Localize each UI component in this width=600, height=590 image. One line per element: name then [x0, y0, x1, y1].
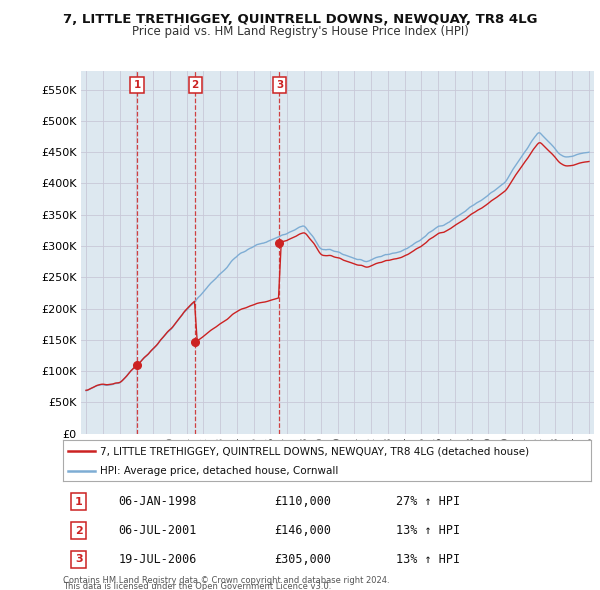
- Text: 1: 1: [133, 80, 140, 90]
- Text: £305,000: £305,000: [274, 553, 331, 566]
- Text: 13% ↑ HPI: 13% ↑ HPI: [395, 553, 460, 566]
- Text: 3: 3: [75, 555, 83, 564]
- Text: 27% ↑ HPI: 27% ↑ HPI: [395, 496, 460, 509]
- Text: £146,000: £146,000: [274, 524, 331, 537]
- Text: 19-JUL-2006: 19-JUL-2006: [118, 553, 197, 566]
- Text: £110,000: £110,000: [274, 496, 331, 509]
- Text: 7, LITTLE TRETHIGGEY, QUINTRELL DOWNS, NEWQUAY, TR8 4LG: 7, LITTLE TRETHIGGEY, QUINTRELL DOWNS, N…: [63, 13, 537, 26]
- Text: HPI: Average price, detached house, Cornwall: HPI: Average price, detached house, Corn…: [100, 466, 338, 476]
- Text: 7, LITTLE TRETHIGGEY, QUINTRELL DOWNS, NEWQUAY, TR8 4LG (detached house): 7, LITTLE TRETHIGGEY, QUINTRELL DOWNS, N…: [100, 446, 529, 456]
- Text: 3: 3: [276, 80, 283, 90]
- Text: 1: 1: [75, 497, 83, 507]
- Text: Contains HM Land Registry data © Crown copyright and database right 2024.: Contains HM Land Registry data © Crown c…: [63, 576, 389, 585]
- Text: 06-JAN-1998: 06-JAN-1998: [118, 496, 197, 509]
- Text: 13% ↑ HPI: 13% ↑ HPI: [395, 524, 460, 537]
- Text: 2: 2: [75, 526, 83, 536]
- Text: 06-JUL-2001: 06-JUL-2001: [118, 524, 197, 537]
- Text: 2: 2: [191, 80, 199, 90]
- Text: This data is licensed under the Open Government Licence v3.0.: This data is licensed under the Open Gov…: [63, 582, 331, 590]
- Text: Price paid vs. HM Land Registry's House Price Index (HPI): Price paid vs. HM Land Registry's House …: [131, 25, 469, 38]
